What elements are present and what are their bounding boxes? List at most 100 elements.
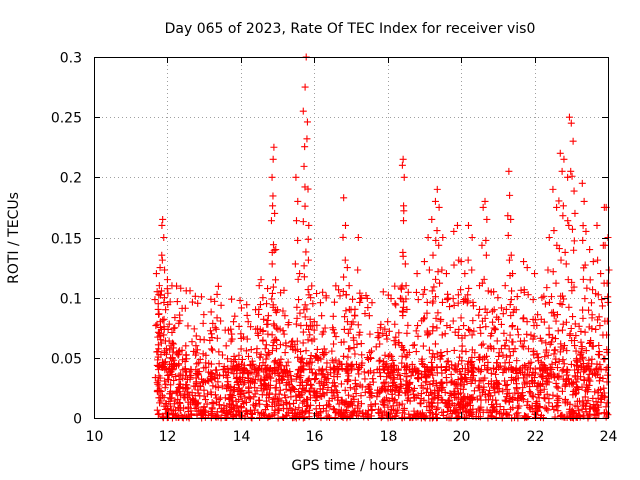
data-point xyxy=(244,370,252,378)
data-point xyxy=(188,298,196,306)
data-point xyxy=(297,378,305,386)
data-point xyxy=(470,364,478,372)
data-point xyxy=(313,321,321,329)
data-point xyxy=(588,342,596,350)
data-point xyxy=(494,294,502,302)
data-point xyxy=(188,389,196,397)
data-point xyxy=(445,396,453,404)
data-point xyxy=(156,318,164,326)
data-point xyxy=(356,295,364,303)
data-point xyxy=(430,395,438,403)
data-point xyxy=(495,388,503,396)
data-point xyxy=(603,348,611,356)
data-point xyxy=(433,350,441,358)
data-point xyxy=(441,388,449,396)
data-point xyxy=(295,296,303,304)
data-point xyxy=(231,312,239,320)
data-point xyxy=(326,363,334,371)
data-point xyxy=(531,316,539,324)
data-point xyxy=(194,389,202,397)
data-point xyxy=(154,353,162,361)
data-point xyxy=(570,283,578,291)
data-point xyxy=(319,288,327,296)
data-point xyxy=(225,382,233,390)
data-point xyxy=(270,367,278,375)
data-point xyxy=(269,241,277,249)
data-point xyxy=(523,264,531,272)
data-point xyxy=(305,375,313,383)
data-point xyxy=(171,324,179,332)
data-point xyxy=(374,329,382,337)
data-point xyxy=(493,359,501,367)
data-point xyxy=(300,162,308,170)
data-point xyxy=(429,323,437,331)
data-point xyxy=(157,287,165,295)
data-point xyxy=(391,320,399,328)
data-point xyxy=(380,378,388,386)
data-point xyxy=(429,251,437,259)
data-point xyxy=(520,337,528,345)
data-point xyxy=(461,393,469,401)
data-point xyxy=(454,299,462,307)
data-point xyxy=(391,300,399,308)
data-point xyxy=(312,371,320,379)
data-point xyxy=(158,251,166,259)
data-point xyxy=(279,327,287,335)
data-point xyxy=(199,319,207,327)
data-point xyxy=(214,384,222,392)
data-point xyxy=(512,306,520,314)
data-point xyxy=(294,275,302,283)
data-point xyxy=(320,350,328,358)
data-point xyxy=(492,365,500,373)
data-point xyxy=(571,320,579,328)
data-point xyxy=(569,137,577,145)
data-point xyxy=(332,282,340,290)
data-point xyxy=(170,324,178,332)
data-point xyxy=(340,338,348,346)
data-point xyxy=(592,325,600,333)
data-point xyxy=(532,400,540,408)
data-point xyxy=(468,331,476,339)
data-point xyxy=(501,396,509,404)
data-point xyxy=(257,409,265,417)
data-point xyxy=(507,405,515,413)
data-point xyxy=(568,278,576,286)
data-point xyxy=(449,295,457,303)
data-point xyxy=(267,374,275,382)
y-tick-label: 0.2 xyxy=(60,171,82,187)
data-point xyxy=(453,365,461,373)
data-point xyxy=(502,382,510,390)
data-point xyxy=(291,347,299,355)
data-point xyxy=(520,343,528,351)
data-point xyxy=(235,375,243,383)
data-point xyxy=(537,388,545,396)
data-point xyxy=(400,217,408,225)
data-point xyxy=(379,288,387,296)
data-point xyxy=(158,221,166,229)
data-point xyxy=(497,320,505,328)
data-point xyxy=(536,380,544,388)
data-point xyxy=(329,405,337,413)
data-point xyxy=(500,366,508,374)
data-point xyxy=(343,360,351,368)
data-point xyxy=(301,313,309,321)
data-point xyxy=(491,325,499,333)
data-point xyxy=(171,314,179,322)
data-point xyxy=(526,383,534,391)
data-point xyxy=(538,294,546,302)
data-point xyxy=(377,414,385,422)
data-point xyxy=(464,325,472,333)
data-point xyxy=(371,400,379,408)
data-point xyxy=(364,413,372,421)
data-point xyxy=(342,291,350,299)
data-point xyxy=(589,286,597,294)
data-point xyxy=(172,372,180,380)
data-point xyxy=(356,298,364,306)
data-point xyxy=(251,384,259,392)
data-point xyxy=(361,310,369,318)
data-point xyxy=(457,258,465,266)
data-point xyxy=(263,300,271,308)
data-point xyxy=(379,397,387,405)
data-point xyxy=(176,347,184,355)
